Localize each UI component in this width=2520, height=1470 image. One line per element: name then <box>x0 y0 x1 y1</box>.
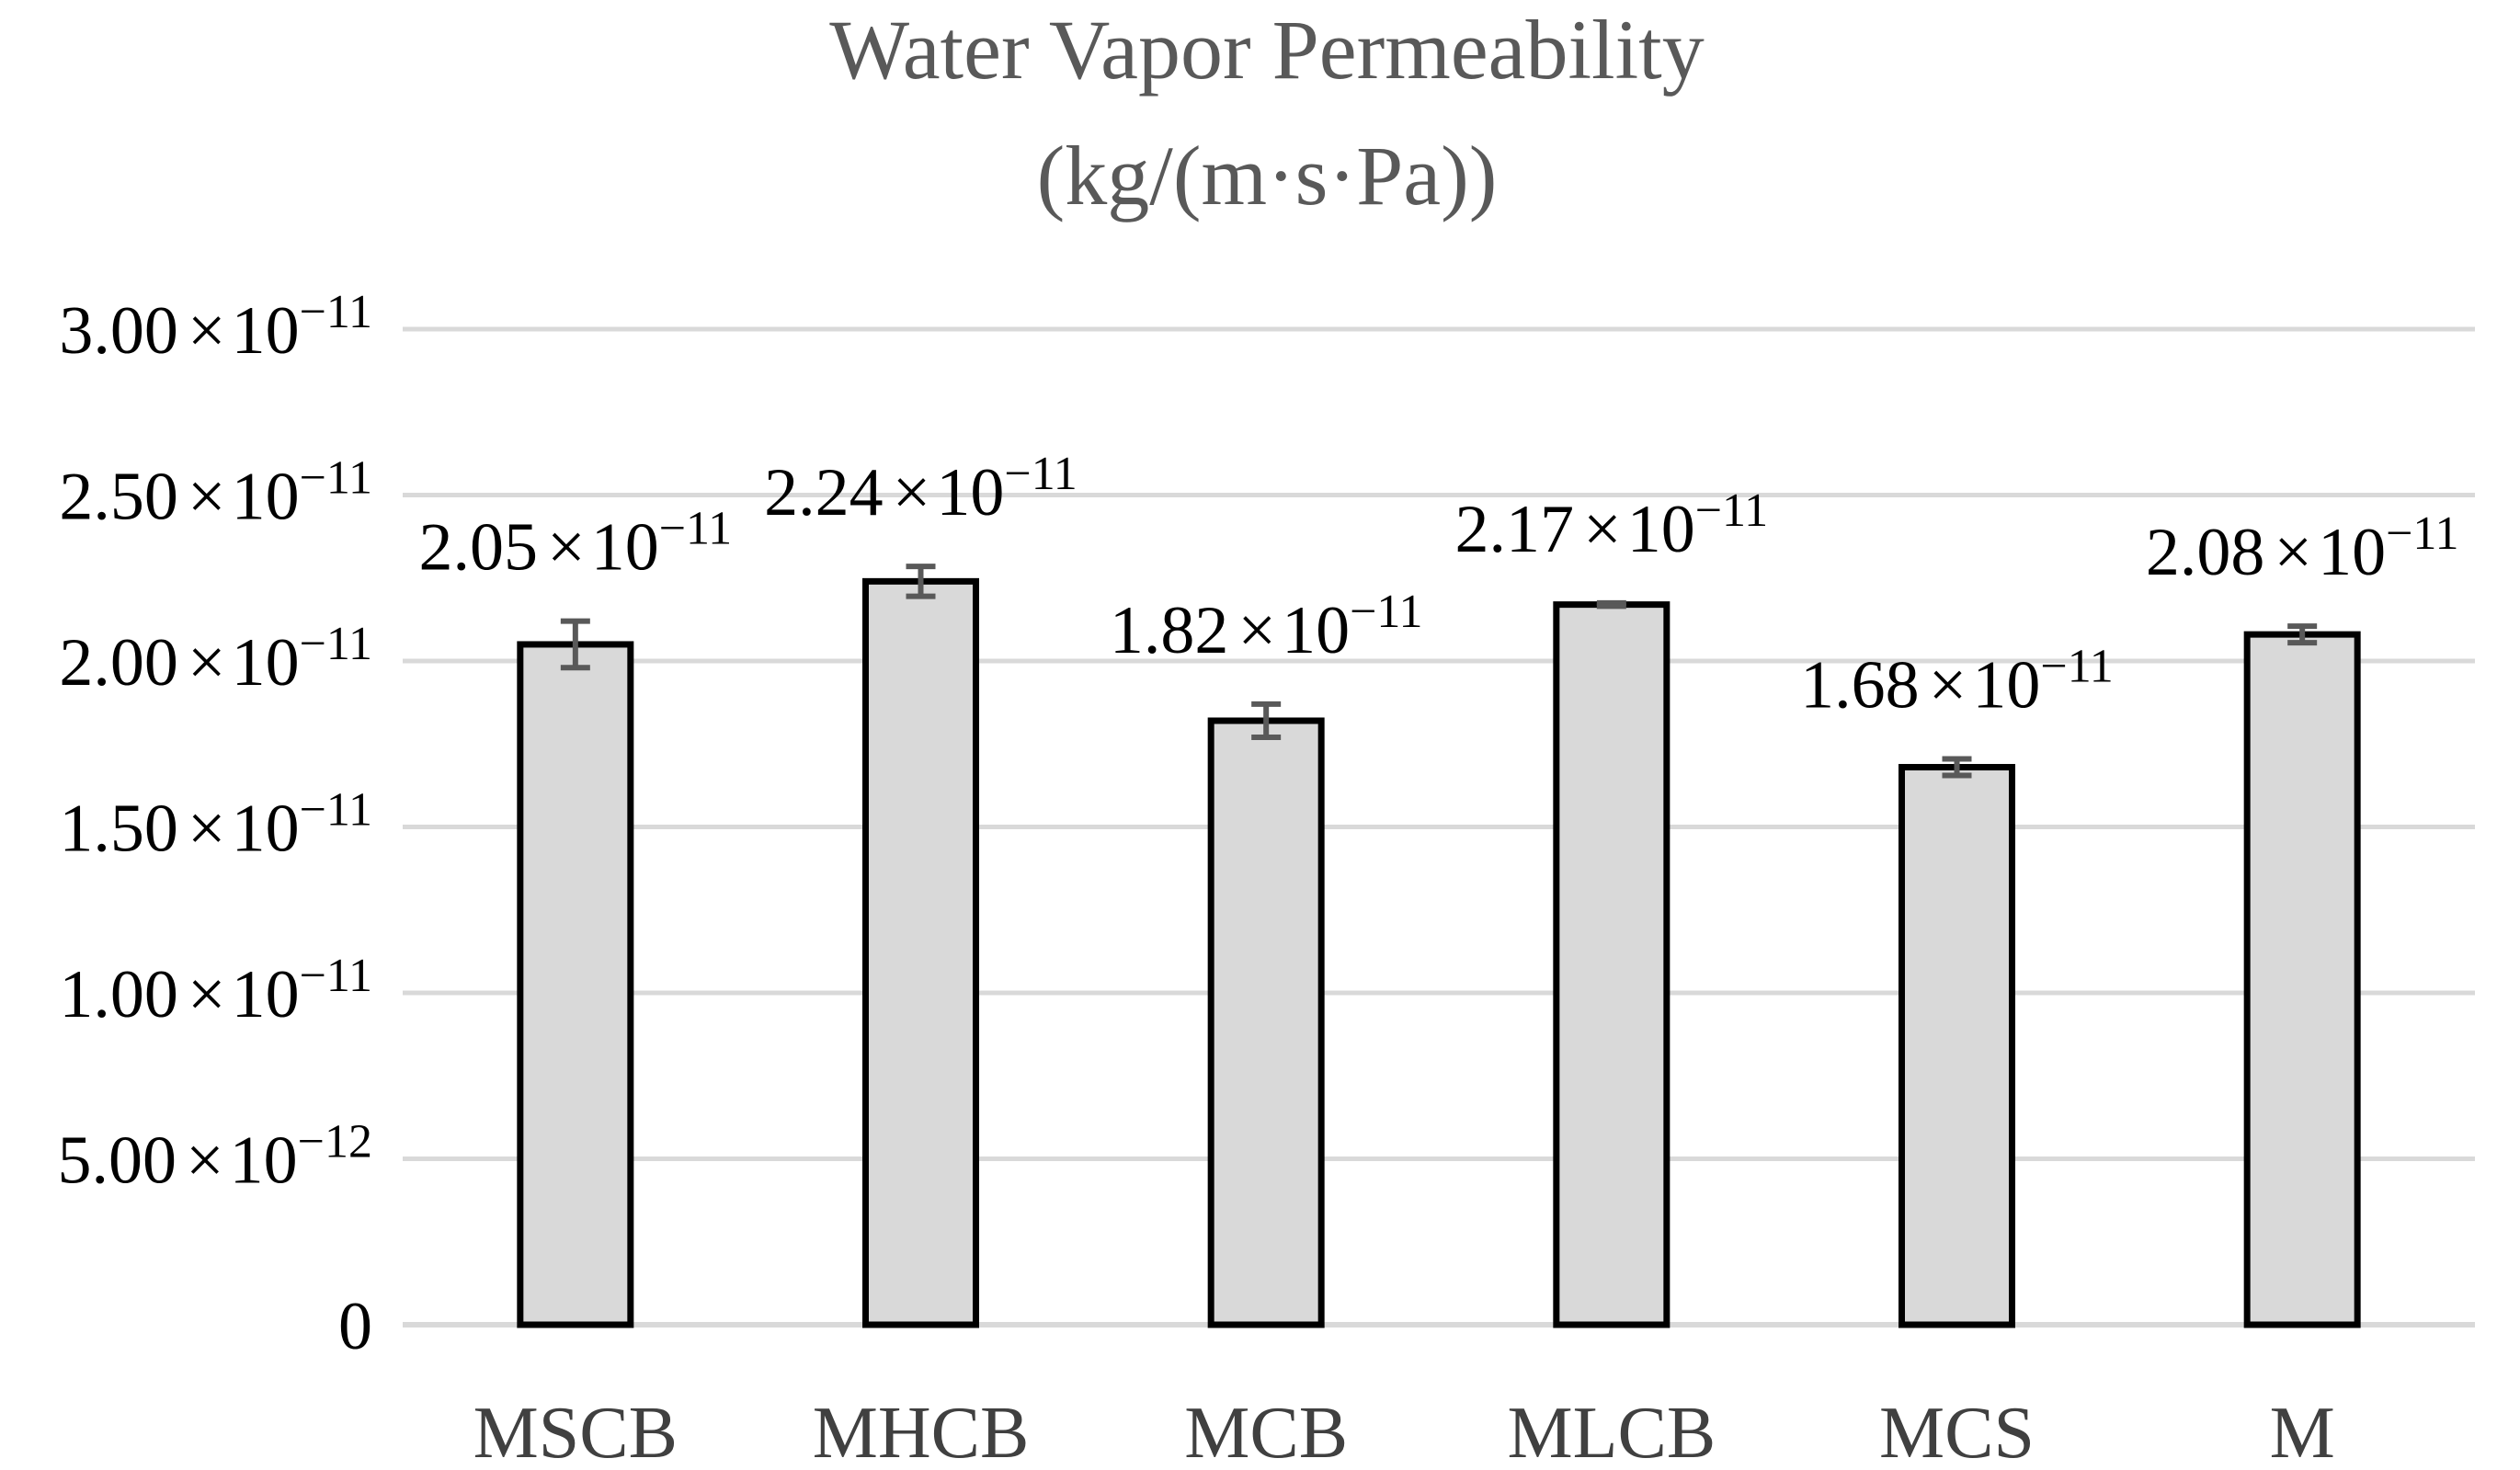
data-label-mcb-mantissa: 1.82 <box>1110 593 1229 668</box>
data-label-mhcb: 2.24 ×10−11 <box>764 448 1078 530</box>
chart-title: Water Vapor Permeability (kg/(m·s·Pa)) <box>829 3 1705 222</box>
y-tick-label: 0 <box>338 1289 372 1364</box>
y-tick-label-base: 10 <box>232 625 300 701</box>
bars <box>517 577 2361 1328</box>
category-label-mhcb: MHCB <box>813 1393 1030 1470</box>
category-label-mcs: MCS <box>1879 1393 2035 1470</box>
category-label-mlcb: MLCB <box>1507 1393 1716 1470</box>
gridlines <box>403 326 2475 1328</box>
data-label-mcs-base: 10 <box>1972 647 2040 723</box>
y-tick-label-times: × <box>186 1123 224 1199</box>
y-tick-label: 3.00 ×10−11 <box>59 286 372 369</box>
data-label-mlcb-exp: −11 <box>1695 484 1768 537</box>
y-tick-label-mantissa: 1.00 <box>59 957 178 1032</box>
bar-mlcb <box>1553 601 1670 1328</box>
category-label-mcb: MCB <box>1184 1393 1348 1470</box>
data-label-mhcb-exp: −11 <box>1004 448 1077 500</box>
error-bar-mcb <box>1251 701 1282 741</box>
data-label-mlcb-times: × <box>1583 492 1622 567</box>
y-tick-label: 5.00 ×10−12 <box>57 1116 372 1199</box>
data-label-mcs-mantissa: 1.68 <box>1800 647 1920 723</box>
data-label-mlcb-mantissa: 2.17 <box>1455 492 1575 567</box>
error-bar-mhcb <box>906 564 936 599</box>
y-tick-label-base: 10 <box>232 460 300 535</box>
error-bars <box>560 564 2318 779</box>
data-label-mcs-times: × <box>1929 647 1967 723</box>
bar-m <box>2243 631 2361 1328</box>
y-tick-label-mantissa: 1.50 <box>59 792 178 867</box>
bar-mcb <box>1207 717 1325 1328</box>
y-tick-label-exp: −11 <box>300 950 372 1002</box>
y-tick-label: 2.50 ×10−11 <box>59 452 372 535</box>
y-tick-label: 1.00 ×10−11 <box>59 950 372 1032</box>
data-label-mlcb: 2.17 ×10−11 <box>1455 484 1769 567</box>
y-tick-label-base: 10 <box>232 957 300 1032</box>
data-label-mcs-exp: −11 <box>2040 640 2113 692</box>
data-label-mhcb-mantissa: 2.24 <box>764 455 884 530</box>
y-tick-label: 2.00 ×10−11 <box>59 618 372 701</box>
y-tick-label: 1.50 ×10−11 <box>59 784 372 867</box>
data-label-mcb: 1.82 ×10−11 <box>1110 586 1423 668</box>
category-label-mscb: MSCB <box>473 1393 678 1470</box>
y-tick-label-times: × <box>188 460 226 535</box>
y-tick-label-exp: −11 <box>300 618 372 670</box>
error-bar-mcs <box>1942 756 1972 779</box>
y-tick-label-exp: −11 <box>300 784 372 837</box>
y-tick-label-exp: −11 <box>300 452 372 505</box>
category-label-m: M <box>2270 1393 2335 1470</box>
error-bar-mscb <box>560 618 590 671</box>
y-tick-label-base: 10 <box>230 1123 298 1199</box>
data-label-mcs: 1.68 ×10−11 <box>1800 640 2114 723</box>
data-label-m-mantissa: 2.08 <box>2146 515 2265 590</box>
y-tick-label-mantissa: 0 <box>338 1289 372 1364</box>
data-label-m-base: 10 <box>2318 515 2386 590</box>
data-label-mlcb-base: 10 <box>1627 492 1695 567</box>
chart-title-line-1: Water Vapor Permeability <box>829 3 1705 97</box>
data-label-m: 2.08 ×10−11 <box>2146 507 2459 590</box>
data-label-m-exp: −11 <box>2386 507 2458 560</box>
y-tick-label-base: 10 <box>232 792 300 867</box>
data-labels: 2.05 ×10−11 2.24 ×10−111.82 ×10−112.17 ×10−11… <box>419 448 2459 723</box>
data-label-m-times: × <box>2274 515 2312 590</box>
data-label-mcb-base: 10 <box>1282 593 1350 668</box>
data-label-mscb-base: 10 <box>591 510 659 586</box>
error-bar-mlcb <box>1596 599 1626 610</box>
y-tick-label-mantissa: 3.00 <box>59 293 178 369</box>
data-label-mhcb-times: × <box>893 455 931 530</box>
data-label-mscb-mantissa: 2.05 <box>419 510 539 586</box>
y-tick-label-base: 10 <box>232 293 300 369</box>
y-tick-label-times: × <box>188 293 226 369</box>
data-label-mscb-exp: −11 <box>659 503 732 555</box>
bar-mscb <box>517 641 634 1328</box>
data-label-mscb: 2.05 ×10−11 <box>419 503 733 586</box>
y-tick-label-exp: −12 <box>298 1116 372 1168</box>
bar-mhcb <box>862 577 979 1328</box>
error-bar-m <box>2287 623 2318 646</box>
x-axis-category-labels: MSCB MHCB MCB MLCB MCS M <box>473 1393 2335 1470</box>
y-tick-label-times: × <box>188 792 226 867</box>
y-tick-label-mantissa: 2.00 <box>59 625 178 701</box>
y-tick-label-times: × <box>188 625 226 701</box>
data-label-mcb-times: × <box>1237 593 1276 668</box>
data-label-mcb-exp: −11 <box>1350 586 1422 638</box>
bar-mcs <box>1899 764 2015 1328</box>
y-axis-tick-labels: 05.00 ×10−121.00 ×10−111.50 ×10−112.00 ×10−1… <box>57 286 372 1364</box>
y-tick-label-times: × <box>188 957 226 1032</box>
data-label-mhcb-base: 10 <box>936 455 1004 530</box>
y-tick-label-exp: −11 <box>300 286 372 338</box>
y-tick-label-mantissa: 2.50 <box>59 460 178 535</box>
data-label-mscb-times: × <box>547 510 586 586</box>
y-tick-label-mantissa: 5.00 <box>57 1123 177 1199</box>
chart-title-line-2: (kg/(m·s·Pa)) <box>1037 129 1498 222</box>
